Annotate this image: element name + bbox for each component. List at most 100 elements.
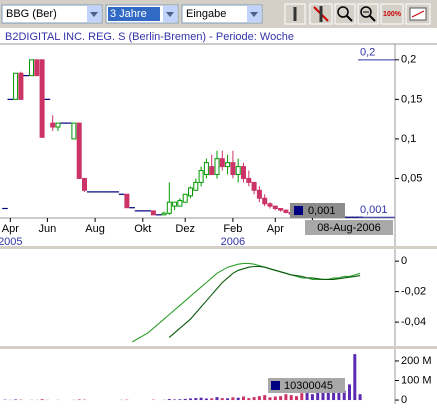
volume-bar [178, 399, 182, 401]
period-label: 3 Jahre [110, 8, 147, 20]
volume-bar [220, 398, 224, 401]
volume-bar [273, 396, 277, 401]
zoom-reset-label: 100% [383, 11, 402, 18]
candle-body [203, 162, 209, 176]
candle-body [272, 205, 278, 210]
settings-button[interactable] [405, 3, 431, 25]
y-tick-label: 100 M [401, 374, 432, 386]
panel-separator [0, 346, 437, 349]
candle-body [251, 181, 257, 191]
y-tick-label: 0,15 [401, 93, 422, 105]
candle-body [34, 59, 40, 77]
volume-readout-value: 10300045 [284, 380, 333, 392]
candle-body [182, 193, 188, 203]
y-tick-label: 0 [401, 394, 407, 406]
candle-body [188, 187, 193, 197]
x-tick-label: Feb [223, 223, 242, 235]
y-tick-label: 0,1 [401, 133, 416, 145]
zoom-in-button[interactable] [334, 3, 356, 25]
volume-bar [337, 388, 341, 401]
volume-bar [231, 397, 235, 401]
exchange-select[interactable]: BBG (Ber) [1, 4, 103, 24]
panel-separator [0, 246, 437, 249]
candle-body [235, 166, 241, 176]
zoom-reset-button[interactable]: 100% [380, 3, 404, 25]
volume-bar [300, 393, 304, 401]
volume-bar [305, 392, 309, 401]
volume-bar [226, 398, 230, 401]
candle-body [50, 122, 56, 128]
candle-body [283, 209, 289, 213]
indicator-line [168, 265, 361, 338]
chart-title: B2DIGITAL INC. REG. S (Berlin-Bremen) - … [5, 31, 294, 43]
candle-body [219, 158, 225, 168]
candle-body [150, 210, 156, 216]
volume-bar [332, 390, 336, 401]
candle-body [29, 59, 34, 77]
candle-body [246, 177, 252, 183]
volume-bar [268, 397, 272, 401]
price-readout-value: 0,001 [308, 205, 336, 217]
x-tick-label: Aug [85, 223, 105, 235]
marker-label: 0,001 [360, 204, 388, 216]
volume-bar [284, 394, 288, 401]
volume-bar [194, 398, 198, 401]
volume-bar [204, 398, 208, 401]
volume-bar [310, 394, 314, 401]
pen-button[interactable] [284, 3, 306, 25]
volume-bar [257, 396, 261, 401]
y-tick-label: 0,05 [401, 172, 422, 184]
y-tick-label: 0,2 [401, 54, 416, 66]
candle-body [230, 162, 236, 176]
y-tick-label: -0,04 [401, 316, 426, 328]
candle-body [241, 166, 246, 179]
candle-body [267, 203, 273, 207]
candle-body [13, 72, 19, 100]
volume-bar [189, 398, 192, 401]
candle-body [209, 166, 215, 176]
mode-select[interactable]: Eingabe [181, 4, 263, 24]
candle-body [172, 201, 178, 207]
candle-body [256, 189, 262, 199]
volume-bar [14, 399, 18, 401]
candle-body [161, 212, 167, 216]
y-tick-label: 0 [401, 255, 407, 267]
volume-bar [215, 397, 219, 401]
candle-body [177, 200, 183, 207]
erase-button[interactable] [309, 3, 333, 25]
zoom-out-button[interactable] [357, 3, 379, 25]
candle-body [166, 201, 172, 214]
candle-body [124, 193, 130, 209]
candle-body [55, 122, 61, 128]
volume-bar [321, 392, 325, 401]
candle-body [198, 170, 204, 183]
volume-bar [40, 399, 44, 401]
volume-bar [289, 395, 293, 401]
x-tick-label: Jun [39, 223, 57, 235]
candle-body [71, 122, 77, 140]
date-readout: 08-Aug-2006 [305, 220, 393, 235]
volume-bar [295, 396, 298, 401]
date-readout-value: 08-Aug-2006 [317, 222, 381, 234]
volume-bar [252, 397, 256, 401]
x-tick-label: Apr [267, 223, 284, 235]
volume-bar [183, 398, 187, 401]
period-select[interactable]: 3 Jahre [105, 4, 179, 24]
candle-body [214, 158, 220, 176]
candle-body [39, 59, 45, 138]
volume-bar [77, 399, 81, 401]
candle-body [18, 72, 24, 100]
volume-bar [358, 394, 362, 401]
candle-body [193, 181, 199, 191]
candle-body [76, 122, 82, 179]
candle-body [262, 197, 268, 205]
marker-label: 0,2 [360, 47, 375, 59]
exchange-label: BBG (Ber) [6, 8, 57, 20]
candle-body [82, 177, 87, 191]
volume-bar [173, 399, 177, 401]
volume-bar [279, 396, 283, 401]
